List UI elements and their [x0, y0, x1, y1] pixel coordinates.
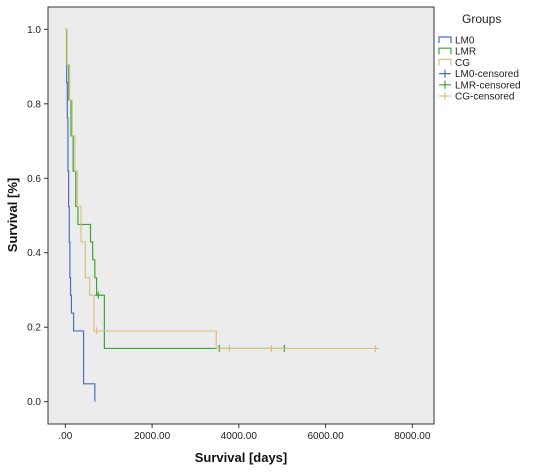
legend-label: LM0: [455, 36, 475, 47]
censor-mark-cg: [225, 344, 233, 352]
series-line-cg: [65, 28, 376, 350]
plot-area: [47, 6, 435, 425]
legend: LM0LMRCGLM0-censoredLMR-censoredCG-censo…: [438, 36, 521, 103]
y-tick-label: 1.0: [27, 25, 41, 36]
legend-censor-swatch: [439, 69, 451, 78]
legend-line-swatch: [438, 47, 452, 55]
y-tick-label: 0.0: [27, 397, 41, 408]
x-tick-label: 8000.00: [394, 431, 431, 442]
y-tick-label: 0.8: [27, 99, 41, 110]
legend-title: Groups: [462, 12, 501, 26]
legend-label: CG-censored: [455, 92, 514, 103]
x-axis-title: Survival [days]: [195, 450, 288, 465]
legend-line-swatch: [438, 58, 452, 66]
legend-label: LMR-censored: [455, 80, 521, 91]
legend-label: LMR: [455, 47, 476, 58]
series-layer: [65, 28, 379, 402]
censor-mark-lmr: [94, 291, 102, 299]
series-line-lm0: [65, 28, 96, 402]
y-tick-label: 0.6: [27, 174, 41, 185]
legend-line-swatch: [438, 36, 452, 43]
axis-layer: .00 2000.00 4000.00 6000.00 8000.00 0.0 0.2 0.4…: [27, 25, 431, 442]
x-tick-label: .00: [58, 431, 72, 442]
y-tick-label: 0.2: [27, 323, 41, 334]
legend-censor-swatch: [439, 80, 451, 89]
censor-mark-cg: [371, 344, 379, 352]
censor-mark-cg: [93, 327, 101, 335]
legend-label: CG: [455, 58, 470, 69]
x-tick-label: 2000.00: [134, 431, 171, 442]
y-axis-title: Survival [%]: [5, 178, 20, 252]
legend-censor-swatch: [439, 92, 451, 100]
x-tick-label: 6000.00: [307, 431, 344, 442]
x-tick-label: 4000.00: [221, 431, 258, 442]
y-tick-label: 0.4: [27, 248, 41, 259]
legend-label: LM0-censored: [455, 69, 519, 80]
censor-mark-cg: [267, 344, 275, 352]
